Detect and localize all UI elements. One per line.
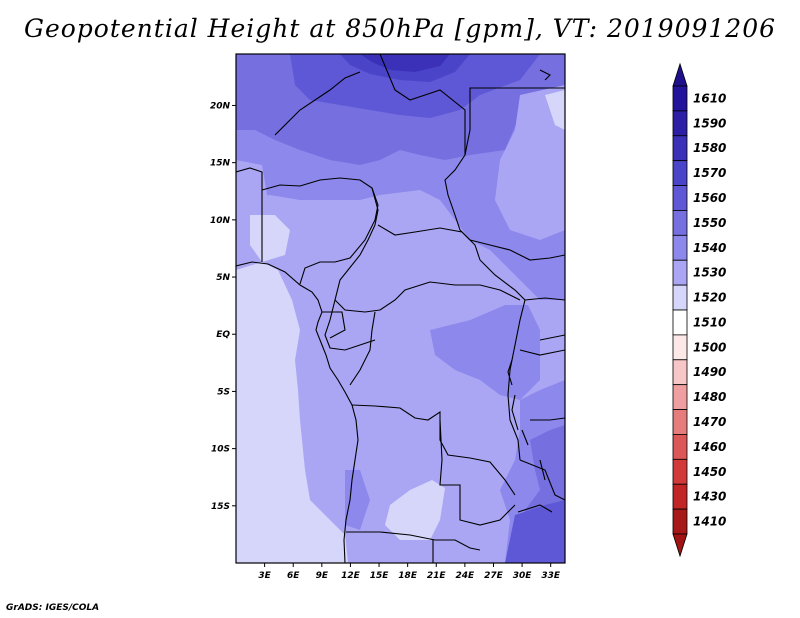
- colorbar-label: 1510: [693, 315, 726, 329]
- border-sudan-ss: [469, 239, 565, 261]
- lat-tick-label: 15S: [211, 502, 230, 512]
- lon-tick-label: 6E: [287, 571, 300, 581]
- colorbar-swatch: [672, 210, 688, 236]
- colorbar-swatch: [672, 259, 688, 286]
- border-drc-east: [507, 299, 526, 461]
- lat-tick-label: 5S: [217, 387, 230, 397]
- colorbar-swatch: [672, 359, 688, 386]
- lon-tick-label: 15E: [370, 571, 390, 581]
- lon-tick-label: 24E: [456, 571, 476, 581]
- lat-tick-label: 10S: [211, 445, 230, 455]
- colorbar-bottom-arrow: [672, 533, 688, 558]
- border-nigeria: [261, 177, 379, 285]
- colorbar-label: 1550: [693, 216, 726, 230]
- height-field: [236, 54, 565, 563]
- border-drc-rc: [349, 311, 376, 386]
- lon-tick-label: 3E: [258, 571, 271, 581]
- colorbar-label: 1460: [693, 440, 726, 454]
- longitude-axis: 3E 6E 9E 12E 15E 18E 21E 24E 27E 30E 33E: [258, 563, 561, 581]
- colorbar-label: 1480: [693, 390, 726, 404]
- colorbar-label: 1540: [693, 241, 726, 255]
- coastline-west: [236, 261, 359, 563]
- field-ne-1530: [495, 85, 565, 240]
- field-ne-1520: [545, 90, 565, 130]
- red-sea-coast: [539, 69, 551, 81]
- colorbar-swatch: [672, 85, 688, 112]
- border-congo-west: [324, 299, 376, 351]
- colorbar-top-arrow: [672, 62, 688, 87]
- colorbar-label: 1410: [693, 515, 726, 529]
- colorbar-swatch: [672, 384, 688, 410]
- colorbar-label: 1580: [693, 141, 726, 155]
- colorbar-swatch: [672, 309, 688, 336]
- colorbar-swatch: [672, 185, 688, 211]
- colorbar-swatch: [672, 334, 688, 361]
- grads-credit: GrADS: IGES/COLA: [6, 603, 100, 613]
- lat-tick-label: EQ: [216, 330, 230, 340]
- border-angola-south: [346, 531, 481, 551]
- colorbar-label: 1530: [693, 266, 726, 280]
- field-wsahel-1530: [236, 160, 268, 215]
- border-cameroon-east: [351, 187, 379, 266]
- field-congo-1540: [430, 305, 540, 400]
- colorbar-label: 1490: [693, 365, 726, 379]
- lon-tick-label: 33E: [541, 571, 561, 581]
- field-north-1580: [360, 54, 450, 72]
- colorbar-label: 1500: [693, 340, 726, 354]
- colorbar-label: 1610: [693, 91, 726, 105]
- colorbar: 1610 1590 1580 1570 1560 1550 1540 1530 1520 1510…: [672, 62, 726, 558]
- lon-tick-label: 9E: [316, 571, 329, 581]
- border-chad-north: [379, 54, 466, 155]
- colorbar-swatch: [672, 409, 688, 435]
- field-central-1530: [262, 200, 540, 330]
- border-chad-east: [444, 154, 471, 241]
- country-borders: [236, 54, 565, 563]
- field-ocean-west: [236, 262, 348, 563]
- plot-frame: [235, 53, 566, 564]
- colorbar-swatch: [672, 160, 688, 186]
- lon-tick-label: 18E: [398, 571, 418, 581]
- colorbar-swatch: [672, 234, 688, 261]
- border-angola-zambia: [439, 419, 516, 526]
- field-se-1560: [505, 500, 565, 563]
- lon-tick-label: 21E: [427, 571, 447, 581]
- border-east-africa: [519, 297, 565, 501]
- lat-tick-label: 15N: [210, 159, 231, 169]
- colorbar-swatch: [672, 434, 688, 460]
- border-car: [377, 224, 526, 301]
- field-angola-low: [385, 480, 445, 540]
- colorbar-label: 1590: [693, 116, 726, 130]
- lat-tick-label: 5N: [216, 273, 230, 283]
- colorbar-label: 1560: [693, 191, 726, 205]
- field-north-1560: [290, 54, 540, 118]
- lat-tick-label: 20N: [210, 101, 231, 111]
- colorbar-label: 1570: [693, 166, 726, 180]
- field-wgulf-1520: [250, 215, 290, 262]
- lakes: [507, 359, 553, 513]
- lon-tick-label: 27E: [484, 571, 504, 581]
- colorbar-label: 1450: [693, 465, 726, 479]
- lat-tick-label: 10N: [210, 216, 231, 226]
- lon-tick-label: 30E: [513, 571, 533, 581]
- colorbar-label: 1470: [693, 415, 726, 429]
- colorbar-swatch: [672, 284, 688, 311]
- latitude-axis: 20N 15N 10N 5N EQ 5S 10S 15S: [210, 101, 236, 512]
- colorbar-swatch: [672, 458, 688, 485]
- map-title: Geopotential Height at 850hPa [gpm], VT:…: [23, 14, 777, 43]
- border-sudan: [464, 87, 565, 156]
- lon-tick-label: 12E: [341, 571, 361, 581]
- colorbar-swatch: [672, 135, 688, 162]
- colorbar-swatch: [672, 508, 688, 535]
- border-niger-north: [274, 71, 361, 136]
- border-gabon: [322, 311, 346, 339]
- colorbar-swatch: [672, 110, 688, 137]
- border-sahel: [236, 167, 263, 190]
- colorbar-label: 1430: [693, 490, 726, 504]
- colorbar-swatch: [672, 483, 688, 510]
- colorbar-label: 1520: [693, 291, 726, 305]
